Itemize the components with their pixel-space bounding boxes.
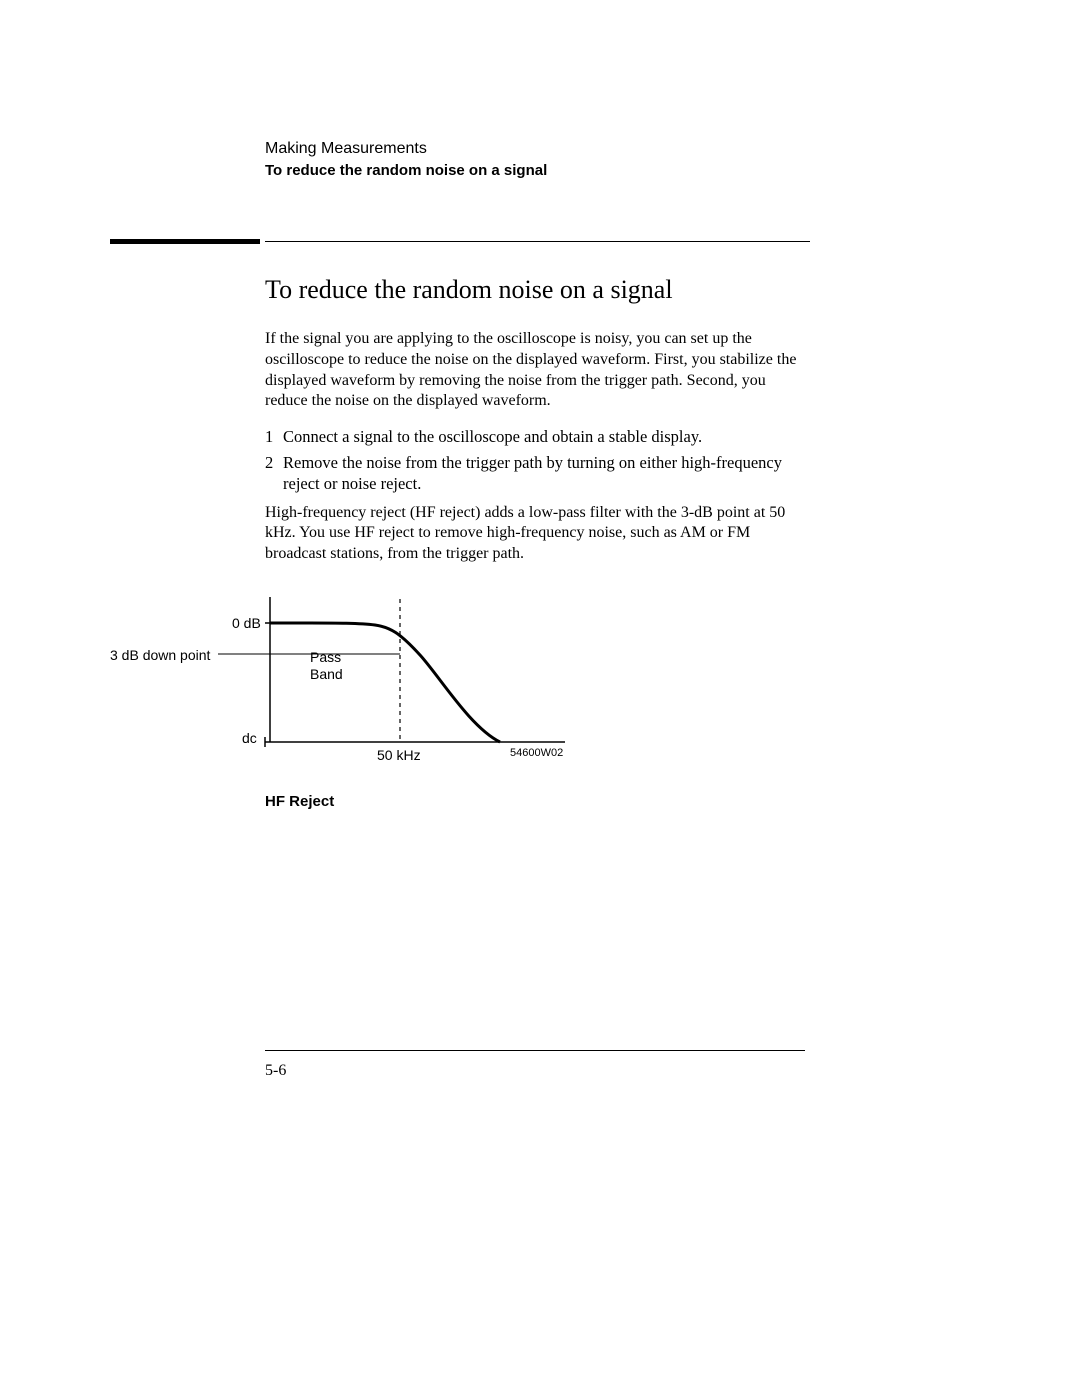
figure-caption: HF Reject — [265, 793, 810, 810]
header-subtitle: To reduce the random noise on a signal — [265, 162, 810, 179]
chart-svg — [110, 587, 570, 787]
step-number: 1 — [265, 426, 283, 447]
hf-reject-chart: 0 dB 3 dB down point dc 50 kHz Pass Band… — [110, 587, 570, 787]
axis-label-dc: dc — [242, 730, 257, 746]
axis-label-0db: 0 dB — [232, 615, 261, 631]
step-item: 2 Remove the noise from the trigger path… — [265, 452, 810, 495]
step-text: Remove the noise from the trigger path b… — [283, 452, 810, 495]
intro-paragraph: If the signal you are applying to the os… — [265, 329, 810, 412]
step-text: Connect a signal to the oscilloscope and… — [283, 426, 810, 447]
explanation-paragraph: High-frequency reject (HF reject) adds a… — [265, 503, 810, 565]
page-title: To reduce the random noise on a signal — [265, 275, 810, 305]
passband-label: Pass Band — [310, 649, 343, 683]
page-number: 5-6 — [265, 1062, 286, 1080]
breadcrumb: Making Measurements — [265, 140, 810, 158]
figure-id: 54600W02 — [510, 747, 563, 759]
step-number: 2 — [265, 452, 283, 495]
axis-label-3db: 3 dB down point — [110, 647, 210, 663]
section-rule — [110, 239, 810, 247]
footer-rule — [265, 1050, 805, 1051]
pass-text: Pass — [310, 649, 341, 665]
axis-label-50khz: 50 kHz — [377, 747, 421, 763]
step-item: 1 Connect a signal to the oscilloscope a… — [265, 426, 810, 447]
band-text: Band — [310, 666, 343, 682]
